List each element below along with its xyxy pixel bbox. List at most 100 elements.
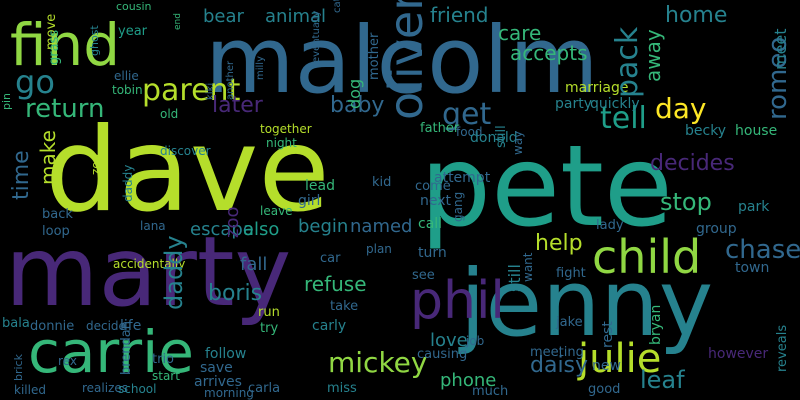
word-arrives: school: [118, 382, 156, 396]
word-help: fall: [240, 254, 267, 275]
word-marty: marty: [5, 216, 291, 328]
word-try: daisy: [530, 353, 588, 378]
word-call: park: [738, 199, 770, 215]
word-pin: father: [420, 121, 460, 136]
word-drive: party: [555, 96, 592, 112]
word-follow: brendan: [119, 321, 134, 375]
word-meet: bear: [203, 6, 245, 27]
word-lady: turn: [418, 245, 447, 261]
word-daisy: bryan: [648, 305, 664, 345]
word-make: also: [243, 219, 279, 240]
word-lana: plan: [366, 242, 392, 256]
word-malcolm: malcolm: [205, 7, 599, 114]
word-decide: carly: [312, 318, 346, 334]
word-carrie: carrie: [28, 318, 194, 386]
word-return: later: [212, 93, 264, 118]
word-mickey: get: [442, 97, 492, 132]
word-night: becky: [685, 123, 726, 139]
word-life: take: [330, 299, 358, 314]
word-away: away: [641, 29, 665, 82]
word-day: tell: [600, 101, 647, 136]
word-catch: tobin: [112, 83, 143, 97]
word-trio: start: [152, 369, 180, 383]
word-family: mickey: [328, 346, 427, 379]
word-however: killed: [14, 383, 46, 397]
word-accepts: eventually: [311, 10, 322, 63]
word-end: move: [44, 14, 59, 50]
word-parent: day: [655, 92, 707, 125]
word-kid: stop: [660, 188, 712, 216]
word-carly: phone: [440, 370, 496, 391]
word-find: find: [10, 11, 120, 79]
word-get: parent: [142, 73, 241, 108]
word-lead: attempt: [434, 170, 491, 186]
word-oliver: care: [498, 21, 541, 45]
word-leaving: still: [494, 125, 509, 148]
word-town: fight: [556, 266, 586, 281]
word-zoo: leave: [260, 204, 293, 218]
word-later: baby: [330, 93, 384, 118]
word-outside: milly: [255, 56, 266, 80]
word-decides: gang: [451, 192, 465, 222]
word-also: lead: [305, 178, 335, 194]
word-romeo: meet: [771, 28, 790, 70]
word-ghost: mother: [367, 32, 382, 80]
word-see: bala: [2, 316, 30, 331]
word-bear: animal: [265, 6, 326, 27]
word-leave: girl: [298, 193, 320, 209]
word-bala: try: [260, 321, 278, 336]
word-grass: ghost: [88, 25, 101, 56]
word-turn: decide: [86, 319, 126, 333]
word-ellie: together: [260, 122, 312, 136]
word-animal: year: [118, 24, 148, 39]
word-attempt: call: [418, 216, 442, 232]
word-home: romeo: [763, 37, 793, 120]
word-miss: however: [708, 346, 768, 362]
word-much: meeting: [530, 345, 584, 360]
word-come: next: [420, 193, 452, 209]
word-meeting: brick: [12, 353, 25, 381]
word-another: old: [160, 107, 178, 121]
word-offer: catch: [332, 0, 343, 13]
word-marriage: kiki: [205, 83, 216, 100]
word-eventually: pin: [0, 93, 13, 110]
word-car: group: [696, 221, 737, 237]
word-back: boris: [208, 281, 262, 306]
word-girl: decides: [650, 151, 735, 176]
word-becky: zoo: [222, 207, 243, 238]
word-good: causing: [417, 347, 467, 362]
word-plan: lady: [596, 218, 624, 233]
word-phil: go: [15, 63, 55, 101]
word-leaving-2: still: [505, 264, 524, 292]
word-boris: town: [735, 260, 769, 276]
word-jenny: jenny: [458, 250, 713, 357]
word-dog: accepts: [510, 41, 588, 65]
word-tobin: donald: [470, 130, 518, 146]
word-pack: pack: [610, 26, 645, 98]
word-milly: discover: [160, 144, 211, 158]
word-next: chase: [725, 235, 800, 265]
word-realizes: miss: [327, 381, 357, 396]
word-give: zoo: [89, 154, 103, 175]
word-chase: loop: [42, 224, 70, 239]
word-food: marriage: [565, 80, 628, 96]
word-accidentally: life: [120, 318, 141, 334]
word-leaf: rex: [58, 354, 77, 368]
word-fall: refuse: [304, 272, 367, 296]
word-bryan: follow: [205, 346, 246, 362]
word-together: house: [735, 123, 777, 139]
word-discover: quickly: [590, 96, 640, 112]
word-baby: oliver: [379, 0, 433, 120]
word-new: job: [465, 334, 484, 348]
word-old: food: [456, 125, 483, 139]
word-group: see: [412, 268, 435, 283]
word-care: friend: [430, 3, 489, 27]
word-move: grass: [47, 30, 62, 65]
word-loop: car: [320, 251, 341, 266]
word-rex: arrives: [194, 374, 242, 390]
word-father: make: [36, 130, 60, 185]
word-tell: return: [25, 94, 105, 124]
